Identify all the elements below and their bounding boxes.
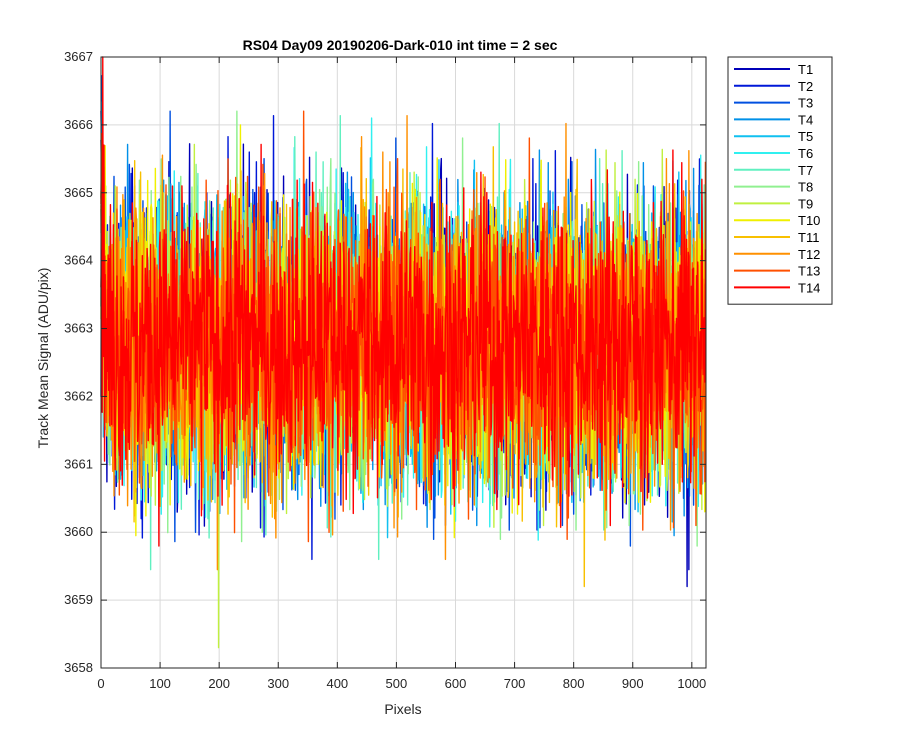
x-tick-label: 900 — [622, 676, 644, 691]
x-axis-label: Pixels — [384, 701, 421, 717]
series-line-T14 — [100, 56, 707, 547]
x-tick-label: 800 — [563, 676, 585, 691]
y-tick-label: 3661 — [64, 456, 93, 471]
y-tick-label: 3658 — [64, 660, 93, 675]
legend-label-T9: T9 — [798, 196, 813, 211]
x-tick-label: 100 — [149, 676, 171, 691]
y-tick-label: 3666 — [64, 117, 93, 132]
legend-label-T6: T6 — [798, 146, 813, 161]
x-tick-label: 1000 — [677, 676, 706, 691]
legend-label-T4: T4 — [798, 112, 813, 127]
y-tick-label: 3665 — [64, 185, 93, 200]
legend-label-T12: T12 — [798, 247, 820, 262]
x-tick-label: 300 — [267, 676, 289, 691]
x-tick-label: 200 — [208, 676, 230, 691]
legend-label-T14: T14 — [798, 280, 820, 295]
legend-label-T2: T2 — [798, 79, 813, 94]
chart-title: RS04 Day09 20190206-Dark-010 int time = … — [243, 37, 558, 53]
legend-label-T1: T1 — [798, 62, 813, 77]
y-tick-label: 3664 — [64, 253, 93, 268]
x-tick-label: 0 — [97, 676, 104, 691]
axes-box — [100, 56, 707, 669]
plot-area — [100, 56, 707, 649]
legend-label-T7: T7 — [798, 163, 813, 178]
legend-box — [727, 56, 833, 305]
legend-label-T3: T3 — [798, 96, 813, 111]
y-tick-label: 3662 — [64, 388, 93, 403]
y-tick-label: 3667 — [64, 49, 93, 64]
y-tick-label: 3660 — [64, 524, 93, 539]
y-tick-label: 3663 — [64, 321, 93, 336]
legend-label-T13: T13 — [798, 264, 820, 279]
y-tick-label: 3659 — [64, 592, 93, 607]
axes: 0 100 200 300 400 500 600 700 800 900 1000 3658 3659… — [64, 49, 707, 691]
x-tick-label: 700 — [504, 676, 526, 691]
x-tick-label: 500 — [386, 676, 408, 691]
legend-label-T11: T11 — [798, 230, 819, 245]
legend-label-T8: T8 — [798, 180, 813, 195]
x-tick-label: 400 — [326, 676, 348, 691]
x-tick-label: 600 — [445, 676, 467, 691]
y-axis-label: Track Mean Signal (ADU/pix) — [35, 268, 51, 449]
legend-label-T5: T5 — [798, 129, 813, 144]
legend-label-T10: T10 — [798, 213, 820, 228]
